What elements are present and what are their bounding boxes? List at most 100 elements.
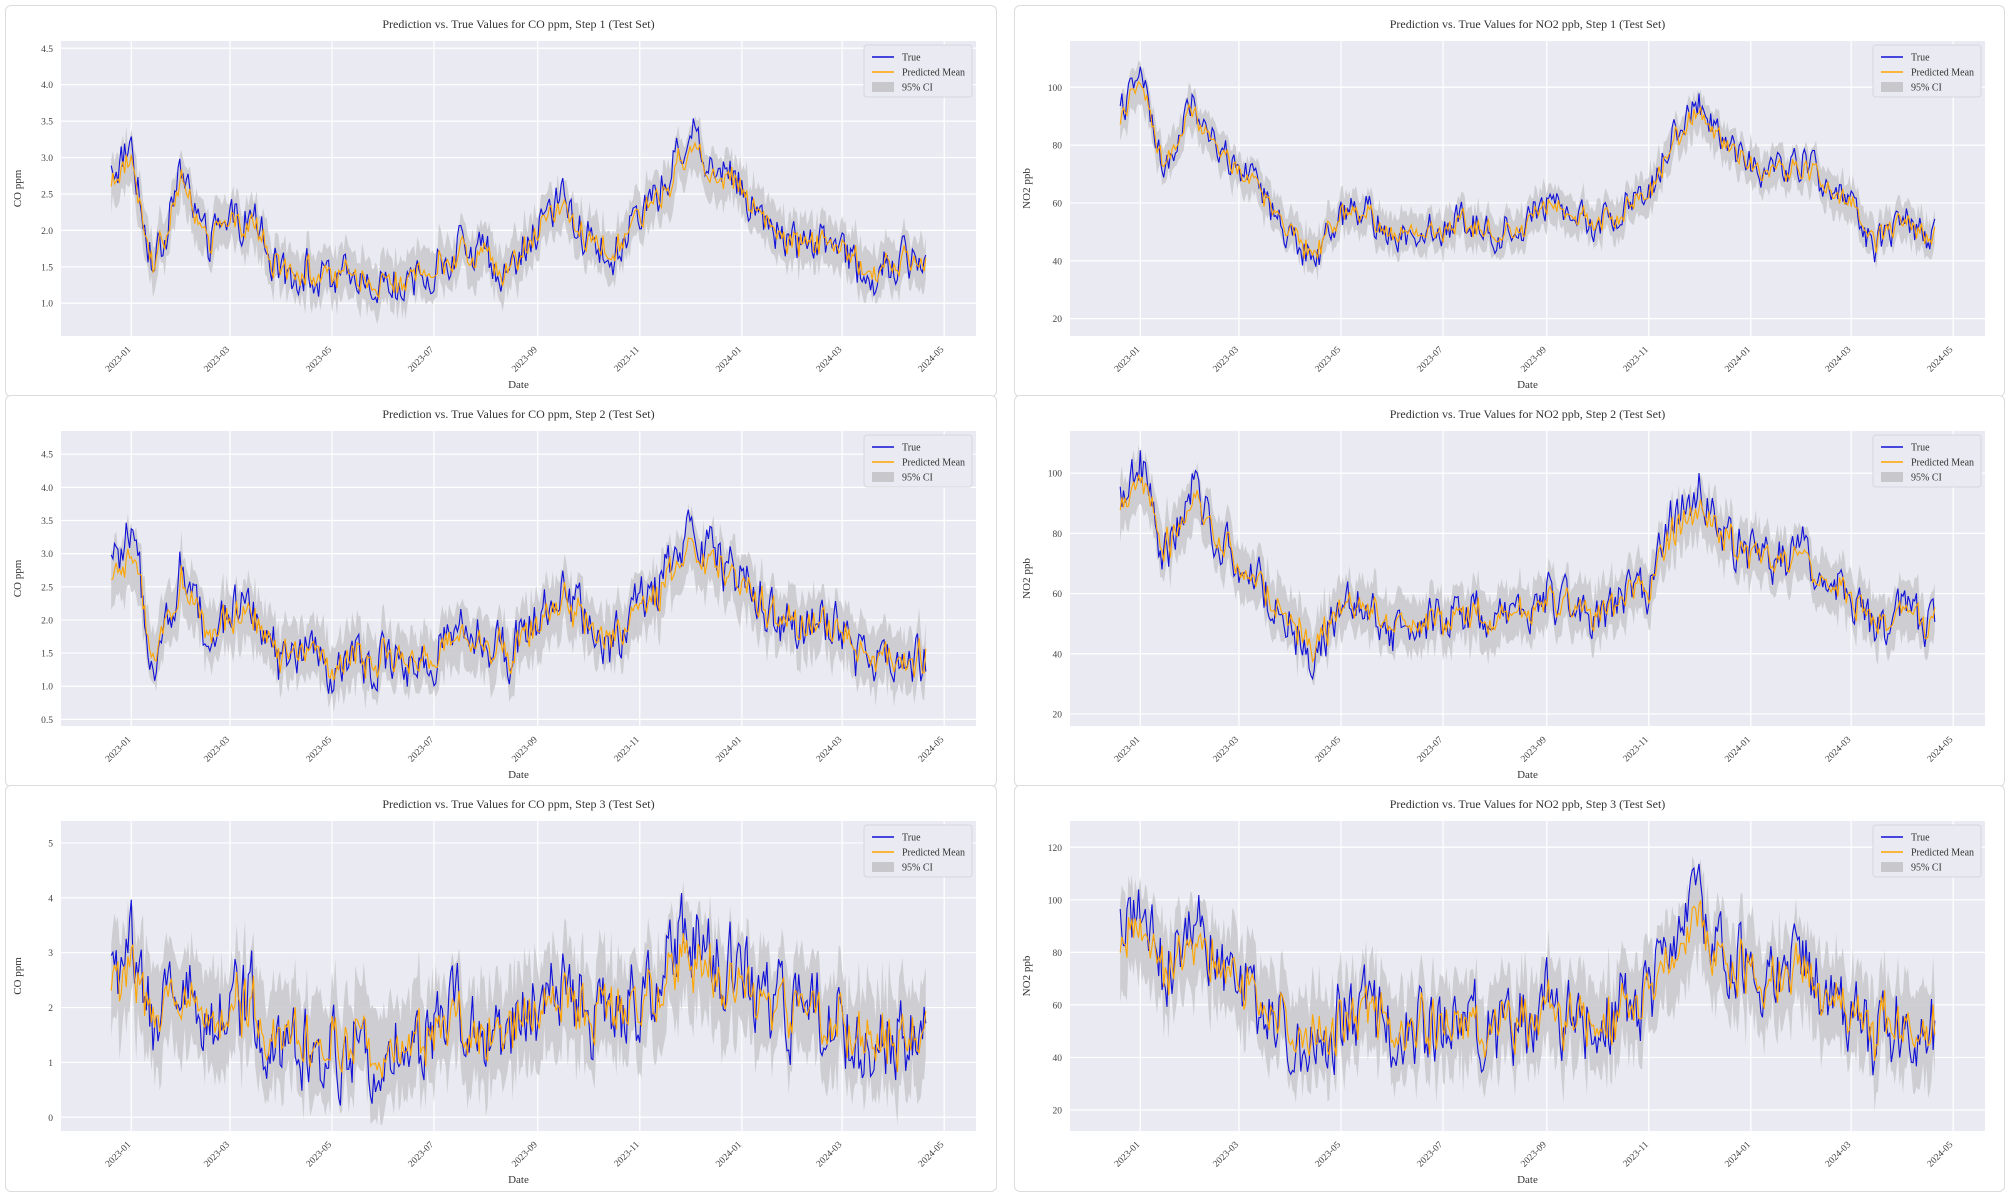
y-tick-label: 2.5 [41, 583, 53, 593]
x-tick-label: 2024-03 [815, 735, 845, 765]
y-axis-label: CO ppm [12, 169, 24, 207]
x-tick-label: 2023-03 [1212, 345, 1242, 375]
y-tick-label: 20 [1053, 315, 1063, 325]
x-tick-label: 2023-01 [1113, 1140, 1143, 1170]
x-tick-label: 2023-05 [1314, 1140, 1344, 1170]
legend-label: 95% CI [902, 863, 933, 874]
y-tick-label: 4.5 [41, 451, 53, 461]
series-line-true [1119, 863, 1936, 1076]
series-line-predicted [1119, 80, 1936, 259]
y-tick-label: 20 [1053, 710, 1063, 720]
series-line-predicted [1119, 900, 1936, 1061]
series-line-predicted [110, 933, 927, 1079]
x-tick-label: 2023-03 [203, 1140, 233, 1170]
x-tick-label: 2023-03 [203, 735, 233, 765]
legend-label: Predicted Mean [1911, 458, 1974, 469]
x-tick-label: 2023-01 [104, 735, 134, 765]
series-line-predicted [110, 537, 927, 681]
legend-label: True [1911, 443, 1930, 454]
x-tick-label: 2024-01 [1723, 1140, 1753, 1170]
chart-svg: Prediction vs. True Values for NO2 ppb, … [1021, 407, 1985, 781]
x-tick-label: 2023-01 [1113, 735, 1143, 765]
y-tick-label: 100 [1048, 84, 1063, 94]
x-tick-label: 2024-05 [1926, 735, 1956, 765]
legend-swatch [1881, 472, 1903, 482]
y-axis-label: CO ppm [12, 957, 24, 995]
chart-svg: Prediction vs. True Values for NO2 ppb, … [1021, 17, 1985, 391]
y-tick-label: 20 [1053, 1106, 1063, 1116]
y-tick-label: 5 [48, 839, 53, 849]
x-tick-label: 2023-11 [1622, 345, 1651, 374]
y-tick-label: 1.5 [41, 650, 53, 660]
series-line-true [1119, 66, 1936, 267]
x-tick-label: 2024-03 [1824, 735, 1854, 765]
x-tick-label: 2023-11 [613, 345, 642, 374]
x-tick-label: 2024-01 [1723, 345, 1753, 375]
legend-label: True [902, 53, 921, 64]
legend-label: 95% CI [1911, 83, 1942, 94]
y-tick-label: 3.5 [41, 517, 53, 527]
legend-label: 95% CI [902, 473, 933, 484]
legend-swatch [1881, 862, 1903, 872]
x-axis-label: Date [508, 1174, 529, 1186]
legend-swatch [872, 862, 894, 872]
y-tick-label: 120 [1048, 844, 1063, 854]
chart-svg: Prediction vs. True Values for CO ppm, S… [12, 17, 976, 391]
x-tick-label: 2023-07 [407, 345, 437, 375]
legend-label: Predicted Mean [1911, 68, 1974, 79]
x-tick-label: 2023-01 [104, 345, 134, 375]
chart-panel: Prediction vs. True Values for NO2 ppb, … [1014, 5, 2005, 397]
x-tick-label: 2023-09 [1519, 345, 1549, 375]
legend-label: Predicted Mean [902, 458, 965, 469]
x-tick-label: 2024-05 [917, 735, 947, 765]
x-tick-label: 2023-09 [1519, 1140, 1549, 1170]
legend-label: True [902, 833, 921, 844]
legend-label: Predicted Mean [1911, 848, 1974, 859]
x-tick-label: 2024-05 [917, 345, 947, 375]
x-tick-label: 2023-07 [1416, 735, 1446, 765]
chart-svg: Prediction vs. True Values for CO ppm, S… [12, 797, 976, 1186]
x-tick-label: 2023-09 [510, 1140, 540, 1170]
legend: True Predicted Mean 95% CI [1872, 824, 1982, 878]
x-tick-label: 2023-05 [1314, 735, 1344, 765]
plot-area [61, 431, 976, 726]
y-axis-label: NO2 ppb [1021, 558, 1033, 599]
chart-title: Prediction vs. True Values for CO ppm, S… [382, 17, 654, 31]
x-tick-label: 2024-01 [1723, 735, 1753, 765]
x-tick-label: 2023-07 [1416, 1140, 1446, 1170]
legend: True Predicted Mean 95% CI [863, 824, 973, 878]
y-tick-label: 3.0 [41, 154, 53, 164]
series-line-predicted [1119, 474, 1936, 664]
x-axis-label: Date [1517, 769, 1538, 781]
chart-panel: Prediction vs. True Values for CO ppm, S… [5, 395, 997, 787]
legend-label: Predicted Mean [902, 848, 965, 859]
x-tick-label: 2023-03 [1212, 1140, 1242, 1170]
series-line-predicted [110, 141, 927, 300]
y-tick-label: 100 [1048, 896, 1063, 906]
chart-svg: Prediction vs. True Values for NO2 ppb, … [1021, 797, 1985, 1186]
y-tick-label: 40 [1053, 1054, 1063, 1064]
chart-title: Prediction vs. True Values for NO2 ppb, … [1390, 17, 1666, 31]
y-tick-label: 1 [48, 1059, 53, 1069]
chart-panel: Prediction vs. True Values for NO2 ppb, … [1014, 785, 2005, 1192]
ci-band [111, 115, 926, 325]
x-axis-label: Date [1517, 1174, 1538, 1186]
y-tick-label: 4.0 [41, 484, 53, 494]
y-tick-label: 60 [1053, 590, 1063, 600]
x-tick-label: 2023-09 [510, 735, 540, 765]
x-tick-label: 2024-05 [1926, 1140, 1956, 1170]
y-tick-label: 60 [1053, 199, 1063, 209]
x-tick-label: 2023-11 [613, 735, 642, 764]
chart-panel: Prediction vs. True Values for CO ppm, S… [5, 785, 997, 1192]
y-tick-label: 60 [1053, 1001, 1063, 1011]
x-tick-label: 2024-03 [815, 345, 845, 375]
legend: True Predicted Mean 95% CI [1872, 434, 1982, 488]
y-tick-label: 100 [1048, 470, 1063, 480]
x-tick-label: 2023-05 [305, 735, 335, 765]
y-tick-label: 80 [1053, 142, 1063, 152]
y-axis-label: CO ppm [12, 559, 24, 597]
y-tick-label: 1.5 [41, 263, 53, 273]
legend-label: True [1911, 833, 1930, 844]
y-tick-label: 4.0 [41, 81, 53, 91]
